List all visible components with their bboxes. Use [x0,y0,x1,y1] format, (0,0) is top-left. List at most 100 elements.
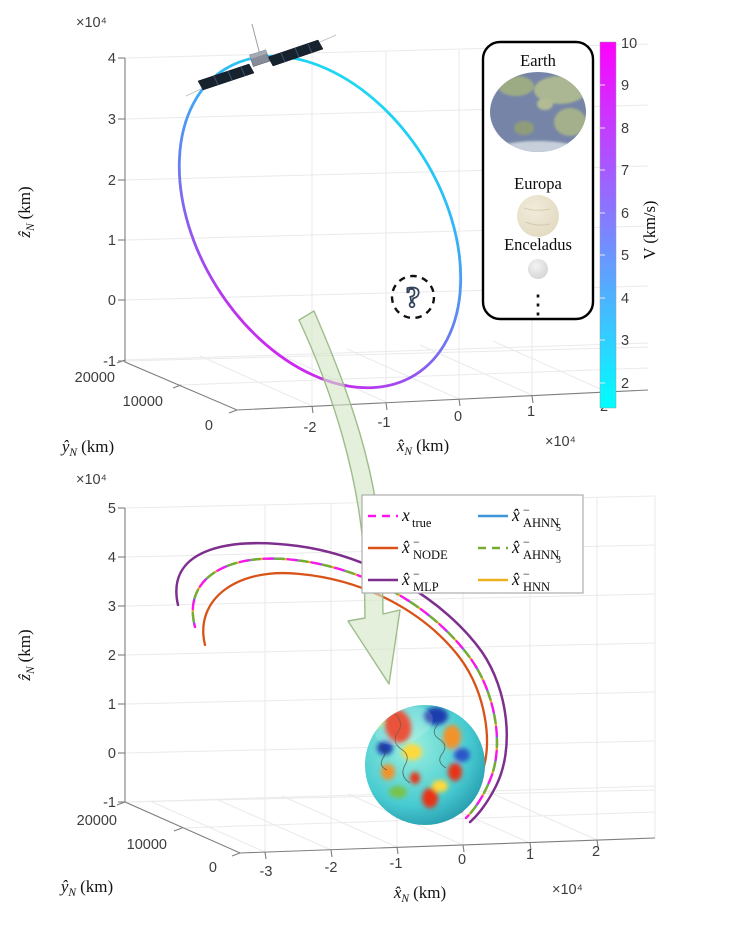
bottom-x-tick-labels: -3 -2 -1 0 1 2 [260,844,600,880]
bottom-plot-axes [116,507,656,860]
top-x-axis-label: x̂N (km) [396,436,449,458]
colorbar-tick-marks [600,84,605,384]
z-tick-label: 0 [108,746,116,762]
y-tick-label: 0 [205,418,213,434]
y-tick-label: 0 [209,860,217,876]
bottom-z-scale: ×10⁴ [76,472,107,488]
bottom-plot: ×10⁴ 5 4 3 2 1 0 -1 20000 10000 0 -3 -2 … [15,472,656,905]
cb-tick-label: 5 [621,248,629,264]
y-tick-label: 20000 [75,370,115,386]
x-tick-label: -1 [378,415,391,431]
legend-label-ahnn3-sub2: 3 [556,555,561,566]
z-tick-label: 4 [108,51,116,67]
legend-label-mlp-sub: MLP [413,580,439,594]
legend-label-mlp-sup: − [413,567,420,581]
legend-label-node-sub: NODE [413,548,448,562]
body-inset-legend: Earth Europa Enceladus ⋮ [481,40,595,321]
dashed-circle [390,274,436,320]
legend-label-xtrue-sub: true [412,516,432,530]
legend-label-hnn-sup: − [523,567,530,581]
cb-tick-label: 2 [621,376,629,392]
inset-earth-label: Earth [520,51,556,70]
top-y-tick-marks [116,359,238,414]
question-mark: ? [406,281,421,314]
bottom-y-axis-label: ŷN (km) [59,877,113,899]
top-z-scale: ×10⁴ [76,15,107,31]
x-tick-label: 0 [458,852,466,868]
z-tick-label: -1 [103,354,116,370]
legend-label-ahnn5-sub2: 5 [556,523,561,534]
top-z-axis-label: ẑN(km) [15,186,37,238]
bottom-x-tick-marks [264,839,599,860]
earth-image [490,72,586,152]
bottom-y-tick-marks [116,801,241,857]
top-x-scale: ×10⁴ [545,434,576,450]
inset-europa-label: Europa [514,174,562,193]
x-tick-label: 1 [527,404,535,420]
z-tick-label: 2 [108,648,116,664]
x-tick-label: -3 [260,864,273,880]
cb-tick-label: 9 [621,78,629,94]
x-tick-label: -1 [390,856,403,872]
cb-tick-label: 7 [621,163,629,179]
y-tick-label: 10000 [123,394,163,410]
trajectory-ahnn3 [191,557,499,820]
top-z-tick-labels: 4 3 2 1 0 -1 [103,51,116,370]
z-tick-label: 5 [108,501,116,517]
enceladus-image [528,259,548,279]
legend-label-ahnn3-sup: − [523,535,530,549]
z-tick-label: 0 [108,293,116,309]
z-tick-label: 3 [108,112,116,128]
more-bodies-ellipsis: ⋮ [525,289,551,319]
cb-tick-label: 10 [621,36,637,52]
cb-tick-label: 4 [621,291,629,307]
orbit-trajectory [177,54,463,390]
x-tick-label: 0 [454,409,462,425]
x-tick-label: -2 [304,420,317,436]
top-z-tick-marks [118,57,125,362]
z-tick-label: 4 [108,550,116,566]
z-tick-label: 3 [108,599,116,615]
legend-label-node-sup: − [413,535,420,549]
bottom-y-tick-labels: 20000 10000 0 [77,813,217,876]
x-tick-label: -2 [325,860,338,876]
bottom-z-axis-label: ẑN(km) [15,629,37,681]
legend-label-ahnn3: x̂ [511,537,520,557]
colorbar-tick-labels: 10 9 8 7 6 5 4 3 2 [621,36,637,392]
inset-enceladus-label: Enceladus [504,235,572,254]
bottom-x-axis-label: x̂N (km) [393,883,446,905]
legend-label-node: x̂ [401,537,410,557]
legend-label-ahnn5: x̂ [511,505,520,525]
legend-label-mlp: x̂ [401,569,410,589]
earth-geoid-globe [365,705,485,825]
unknown-body-annotation: ? [390,274,436,320]
series-legend: x true x̂ − NODE x̂ − MLP x̂ − AHNN 5 x̂… [361,494,584,594]
cb-tick-label: 3 [621,333,629,349]
trajectory-mlp [175,542,509,824]
bottom-x-scale: ×10⁴ [552,882,583,898]
legend-label-xtrue: x [401,505,410,525]
top-plot-axes [116,57,649,414]
z-tick-label: 1 [108,697,116,713]
legend-label-hnn: x̂ [511,569,520,589]
legend-label-ahnn3-sub: AHNN [523,548,559,562]
cb-tick-label: 8 [621,121,629,137]
colorbar-label: V (km/s) [640,201,659,260]
velocity-colorbar: 10 9 8 7 6 5 4 3 2 V (km/s) [599,36,659,409]
y-tick-label: 10000 [127,837,167,853]
z-tick-label: -1 [103,795,116,811]
legend-label-ahnn5-sup: − [523,503,530,517]
bottom-z-tick-labels: 5 4 3 2 1 0 -1 [103,501,116,811]
y-tick-label: 20000 [77,813,117,829]
legend-label-hnn-sub: HNN [523,580,550,594]
trajectory-xtrue [191,557,499,820]
z-tick-label: 2 [108,173,116,189]
x-tick-label: 2 [592,844,600,860]
europa-image [517,195,559,237]
satellite-icon [185,23,337,97]
legend-label-ahnn5-sub: AHNN [523,516,559,530]
top-y-tick-labels: 20000 10000 0 [75,370,213,434]
cb-tick-label: 6 [621,206,629,222]
